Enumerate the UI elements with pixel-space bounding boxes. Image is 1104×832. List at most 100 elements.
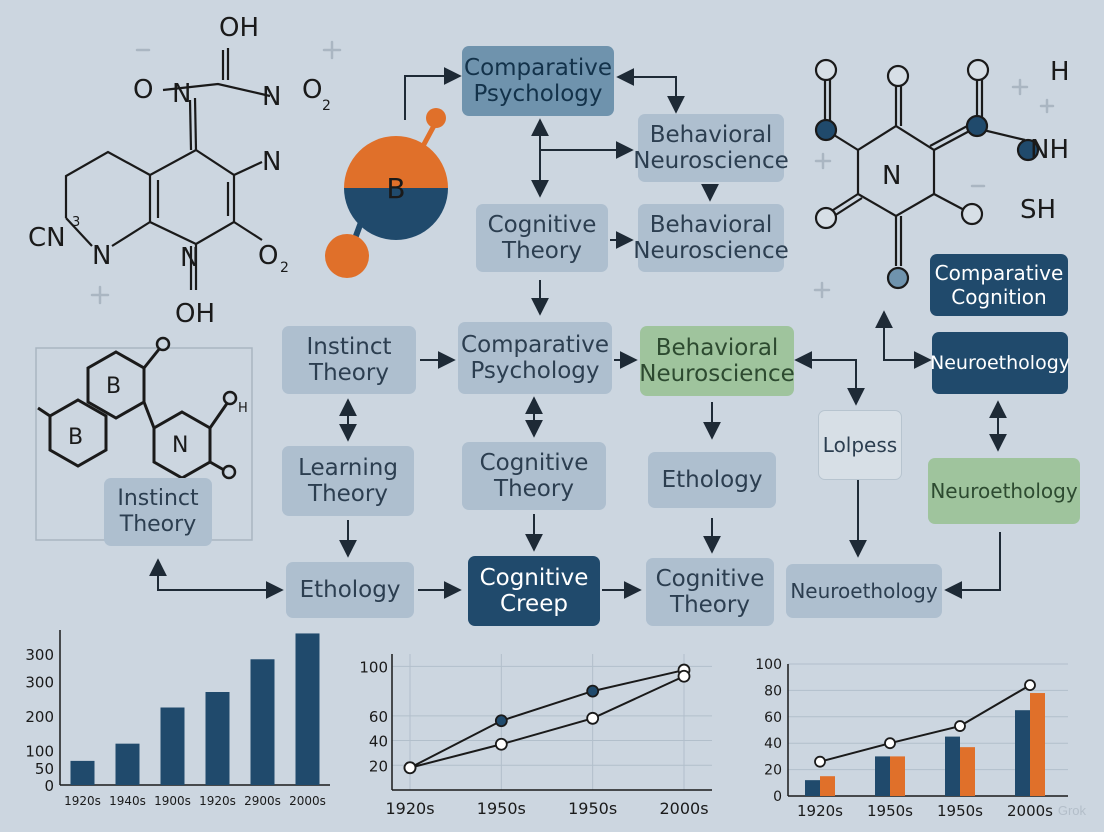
atom-label: B bbox=[68, 425, 83, 450]
atom-label: N bbox=[92, 241, 111, 271]
chart-1-y-tick-label: 100 bbox=[25, 743, 54, 761]
box-ethology-mid[interactable]: Ethology bbox=[648, 452, 776, 508]
chart-2-y-tick-label: 60 bbox=[369, 708, 388, 726]
chart-2-x-tick-label: 1950s bbox=[568, 799, 617, 818]
molecule-top-right-atoms bbox=[814, 58, 1040, 290]
b-node-label: B bbox=[386, 172, 405, 205]
box-cognitive-theory-3[interactable]: Cognitive Theory bbox=[646, 558, 774, 626]
box-neuroethology-right-top[interactable]: Neuroethology bbox=[930, 332, 1070, 394]
atom-label: N bbox=[172, 433, 188, 458]
atom-label: 3 bbox=[72, 215, 80, 230]
chart-1-y-tick-label: 200 bbox=[25, 708, 54, 726]
chart-3-x-tick-label: 1950s bbox=[867, 802, 913, 820]
chart-2-series-line bbox=[409, 675, 685, 769]
box-lolpess[interactable]: Lolpess bbox=[818, 410, 902, 480]
box-neuroethology-bottom[interactable]: Neuroethology bbox=[786, 564, 942, 618]
atom-label: CN bbox=[28, 223, 66, 253]
box-cognitive-theory-1[interactable]: Cognitive Theory bbox=[476, 204, 608, 272]
chart-3-x-tick-label: 2000s bbox=[1007, 802, 1053, 820]
box-comparative-cognition[interactable]: Comparative Cognition bbox=[930, 254, 1068, 316]
chart-3-bar bbox=[945, 736, 960, 796]
chart-3-x-tick-label: 1920s bbox=[797, 802, 843, 820]
chart-1-bar bbox=[295, 633, 320, 785]
chart-1-bar bbox=[115, 743, 140, 785]
chart-1-y-tick-label: 0 bbox=[44, 777, 54, 795]
chart-1-x-tick-label: 1920s bbox=[199, 794, 236, 808]
chart-3-bar bbox=[805, 780, 820, 796]
chart-3-y-tick-label: 0 bbox=[773, 789, 782, 805]
flow-connectors bbox=[149, 67, 1007, 599]
box-cognitive-creep[interactable]: Cognitive Creep bbox=[468, 556, 600, 626]
atom-label: H bbox=[1050, 57, 1070, 87]
atom-label: NH bbox=[1030, 135, 1069, 165]
atom-label: 2 bbox=[280, 260, 289, 276]
chart-3-point bbox=[884, 737, 896, 750]
chart-2-point bbox=[403, 761, 417, 775]
chart-2-x-tick-label: 1920s bbox=[385, 799, 434, 818]
chart-3-y-tick-label: 80 bbox=[764, 683, 782, 699]
chart-3-bar bbox=[960, 747, 975, 796]
chart-3-y-tick-label: 40 bbox=[764, 736, 782, 752]
box-ethology-bottom[interactable]: Ethology bbox=[286, 562, 414, 618]
box-comparative-psychology-top[interactable]: Comparative Psychology bbox=[462, 46, 614, 116]
atom-label: N bbox=[882, 161, 901, 191]
chart-1-bar bbox=[160, 707, 185, 785]
chart-2-point bbox=[677, 669, 691, 683]
atom-label: OH bbox=[219, 13, 259, 43]
chart-3-bar bbox=[1015, 710, 1030, 796]
chart-2-y-tick-label: 100 bbox=[359, 658, 388, 676]
chart-1-y-tick-label: 300 bbox=[25, 646, 54, 664]
chart-1-bar bbox=[70, 760, 95, 785]
box-instinct-theory-left[interactable]: Instinct Theory bbox=[104, 478, 212, 546]
molecule-top-right-labels: H N NH SH bbox=[882, 57, 1070, 225]
chart-3-bar bbox=[875, 756, 890, 796]
molecule-mid-left: B B N H bbox=[35, 336, 253, 541]
chart-1-x-tick-label: 2000s bbox=[289, 794, 326, 808]
chart-2-y-tick-label: 40 bbox=[369, 733, 388, 751]
chart-2-lines: 20 40 60 100 1920s 1950s 1950s 2000s bbox=[359, 654, 712, 818]
chart-1-y-tick-label: 50 bbox=[35, 760, 54, 778]
atom-label: O bbox=[258, 241, 278, 271]
atom-label: H bbox=[238, 401, 248, 416]
atom-label: B bbox=[106, 374, 121, 399]
atom-label: N bbox=[262, 82, 281, 112]
box-instinct-theory-mid[interactable]: Instinct Theory bbox=[282, 326, 416, 394]
chart-3-series-line bbox=[819, 684, 1031, 763]
box-comparative-psychology-mid[interactable]: Comparative Psychology bbox=[458, 322, 612, 394]
chart-2-point bbox=[494, 737, 508, 751]
box-behavioral-neuroscience-green[interactable]: Behavioral Neuroscience bbox=[639, 326, 795, 396]
box-neuroethology-green[interactable]: Neuroethology bbox=[928, 458, 1080, 524]
chart-3-point bbox=[1024, 679, 1036, 692]
chart-1-y-tick-label: 300 bbox=[25, 674, 54, 692]
chart-3-y-tick-label: 100 bbox=[755, 657, 782, 673]
chart-1-x-tick-label: 2900s bbox=[244, 794, 281, 808]
atom-label: N bbox=[172, 79, 191, 109]
atom-label: OH bbox=[175, 299, 215, 329]
atom-label: 2 bbox=[322, 98, 331, 114]
box-cognitive-theory-2[interactable]: Cognitive Theory bbox=[462, 442, 606, 510]
chart-1-x-tick-label: 1900s bbox=[154, 794, 191, 808]
chart-3-point bbox=[814, 755, 826, 768]
watermark-text: Grok bbox=[1057, 803, 1086, 818]
box-behavioral-neuroscience-2[interactable]: Behavioral Neuroscience bbox=[633, 204, 789, 272]
chart-2-y-tick-label: 20 bbox=[369, 757, 388, 775]
atom-label: O bbox=[302, 75, 322, 105]
atom-label: SH bbox=[1020, 195, 1056, 225]
molecule-top-left-labels: OH O N N O 2 N CN 3 N N O 2 OH bbox=[28, 13, 331, 329]
box-learning-theory[interactable]: Learning Theory bbox=[282, 446, 414, 516]
chart-3-bar bbox=[890, 756, 905, 796]
b-node-graphic: B bbox=[325, 108, 448, 278]
chart-2-point bbox=[586, 711, 600, 725]
box-behavioral-neuroscience-1[interactable]: Behavioral Neuroscience bbox=[633, 114, 789, 182]
chart-2-point bbox=[586, 684, 600, 698]
chart-1-bar bbox=[205, 692, 230, 785]
chart-3-bar bbox=[820, 776, 835, 796]
chart-2-point bbox=[494, 714, 508, 728]
chart-2-x-tick-label: 1950s bbox=[477, 799, 526, 818]
molecule-top-left bbox=[64, 48, 271, 290]
molecule-top-right bbox=[823, 78, 1026, 266]
chart-3-point bbox=[954, 720, 966, 732]
atom-label: N bbox=[180, 243, 199, 273]
